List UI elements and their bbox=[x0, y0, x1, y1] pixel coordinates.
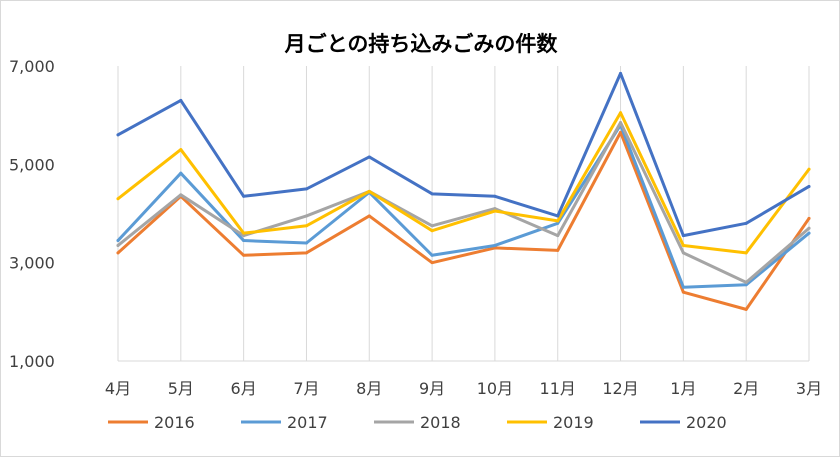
data-point-2016-6 bbox=[430, 261, 434, 265]
data-point-2020-10 bbox=[681, 234, 685, 238]
grid-lines bbox=[117, 66, 810, 361]
y-axis: 1,000 3,000 5,000 7,000 bbox=[9, 57, 55, 371]
y-tick-label: 1,000 bbox=[9, 352, 55, 371]
data-point-2019-4 bbox=[304, 224, 308, 228]
data-point-2018-12 bbox=[807, 226, 811, 230]
data-point-2016-9 bbox=[619, 130, 623, 134]
data-point-2020-7 bbox=[493, 194, 497, 198]
x-tick-label: 5月 bbox=[168, 379, 194, 398]
data-point-2018-7 bbox=[493, 207, 497, 211]
data-point-2017-11 bbox=[744, 283, 748, 287]
chart-title: 月ごとの持ち込みごみの件数 bbox=[284, 32, 559, 56]
data-point-2016-3 bbox=[242, 253, 246, 257]
x-tick-label: 8月 bbox=[356, 379, 382, 398]
data-point-2017-12 bbox=[807, 231, 811, 235]
data-point-2017-8 bbox=[556, 221, 560, 225]
data-point-2018-10 bbox=[681, 251, 685, 255]
data-point-2017-2 bbox=[179, 171, 183, 175]
data-point-2020-1 bbox=[116, 133, 120, 137]
legend-label-2017: 2017 bbox=[287, 413, 328, 432]
data-point-2016-1 bbox=[116, 251, 120, 255]
data-point-2020-6 bbox=[430, 192, 434, 196]
data-point-2016-10 bbox=[681, 290, 685, 294]
data-point-2020-12 bbox=[807, 184, 811, 188]
legend-label-2018: 2018 bbox=[420, 413, 461, 432]
data-point-2017-10 bbox=[681, 285, 685, 289]
x-tick-label: 2月 bbox=[733, 379, 759, 398]
data-point-2017-7 bbox=[493, 243, 497, 247]
data-point-2019-12 bbox=[807, 167, 811, 171]
data-point-2020-9 bbox=[619, 71, 623, 75]
data-point-2019-3 bbox=[242, 231, 246, 235]
data-point-2020-8 bbox=[556, 214, 560, 218]
data-point-2018-4 bbox=[304, 214, 308, 218]
data-point-2020-2 bbox=[179, 98, 183, 102]
x-tick-label: 10月 bbox=[477, 379, 513, 398]
series-line-2018 bbox=[116, 121, 811, 284]
data-point-2016-12 bbox=[807, 216, 811, 220]
data-point-2019-9 bbox=[619, 111, 623, 115]
data-point-2020-5 bbox=[367, 155, 371, 159]
series-line-2020 bbox=[116, 71, 811, 238]
data-point-2018-11 bbox=[744, 280, 748, 284]
y-tick-label: 3,000 bbox=[9, 254, 55, 273]
data-point-2020-4 bbox=[304, 187, 308, 191]
y-tick-label: 7,000 bbox=[9, 57, 55, 76]
x-tick-label: 1月 bbox=[670, 379, 696, 398]
data-point-2019-7 bbox=[493, 209, 497, 213]
data-point-2018-9 bbox=[619, 121, 623, 125]
data-point-2019-5 bbox=[367, 189, 371, 193]
data-point-2018-6 bbox=[430, 224, 434, 228]
data-point-2019-6 bbox=[430, 229, 434, 233]
series-line-2019 bbox=[116, 111, 811, 255]
data-point-2020-3 bbox=[242, 194, 246, 198]
x-tick-label: 7月 bbox=[293, 379, 319, 398]
legend-label-2019: 2019 bbox=[553, 413, 594, 432]
data-point-2019-10 bbox=[681, 243, 685, 247]
data-point-2017-1 bbox=[116, 239, 120, 243]
legend: 2016 2017 2018 2019 2020 bbox=[108, 413, 727, 432]
data-point-2016-11 bbox=[744, 307, 748, 311]
data-point-2018-2 bbox=[179, 193, 183, 197]
data-point-2017-3 bbox=[242, 239, 246, 243]
legend-label-2020: 2020 bbox=[686, 413, 727, 432]
x-tick-label: 6月 bbox=[231, 379, 257, 398]
x-tick-label: 9月 bbox=[419, 379, 445, 398]
x-tick-label: 3月 bbox=[796, 379, 822, 398]
legend-label-2016: 2016 bbox=[154, 413, 195, 432]
x-tick-label: 11月 bbox=[540, 379, 576, 398]
data-point-2017-6 bbox=[430, 253, 434, 257]
data-point-2020-11 bbox=[744, 221, 748, 225]
data-point-2019-11 bbox=[744, 251, 748, 255]
x-tick-label: 4月 bbox=[105, 379, 131, 398]
y-tick-label: 5,000 bbox=[9, 155, 55, 174]
data-point-2017-4 bbox=[304, 241, 308, 245]
data-point-2016-4 bbox=[304, 251, 308, 255]
data-point-2019-1 bbox=[116, 197, 120, 201]
x-axis: 4月 5月 6月 7月 8月 9月 10月 11月 12月 1月 2月 3月 bbox=[105, 360, 822, 398]
series-lines bbox=[116, 71, 811, 311]
data-point-2019-8 bbox=[556, 219, 560, 223]
data-point-2018-8 bbox=[556, 234, 560, 238]
data-point-2018-1 bbox=[116, 243, 120, 247]
data-point-2016-5 bbox=[367, 214, 371, 218]
data-point-2018-3 bbox=[242, 234, 246, 238]
x-tick-label: 12月 bbox=[602, 379, 638, 398]
data-point-2016-7 bbox=[493, 246, 497, 250]
series-line-2016 bbox=[116, 130, 811, 311]
data-point-2019-2 bbox=[179, 148, 183, 152]
data-point-2016-8 bbox=[556, 248, 560, 252]
